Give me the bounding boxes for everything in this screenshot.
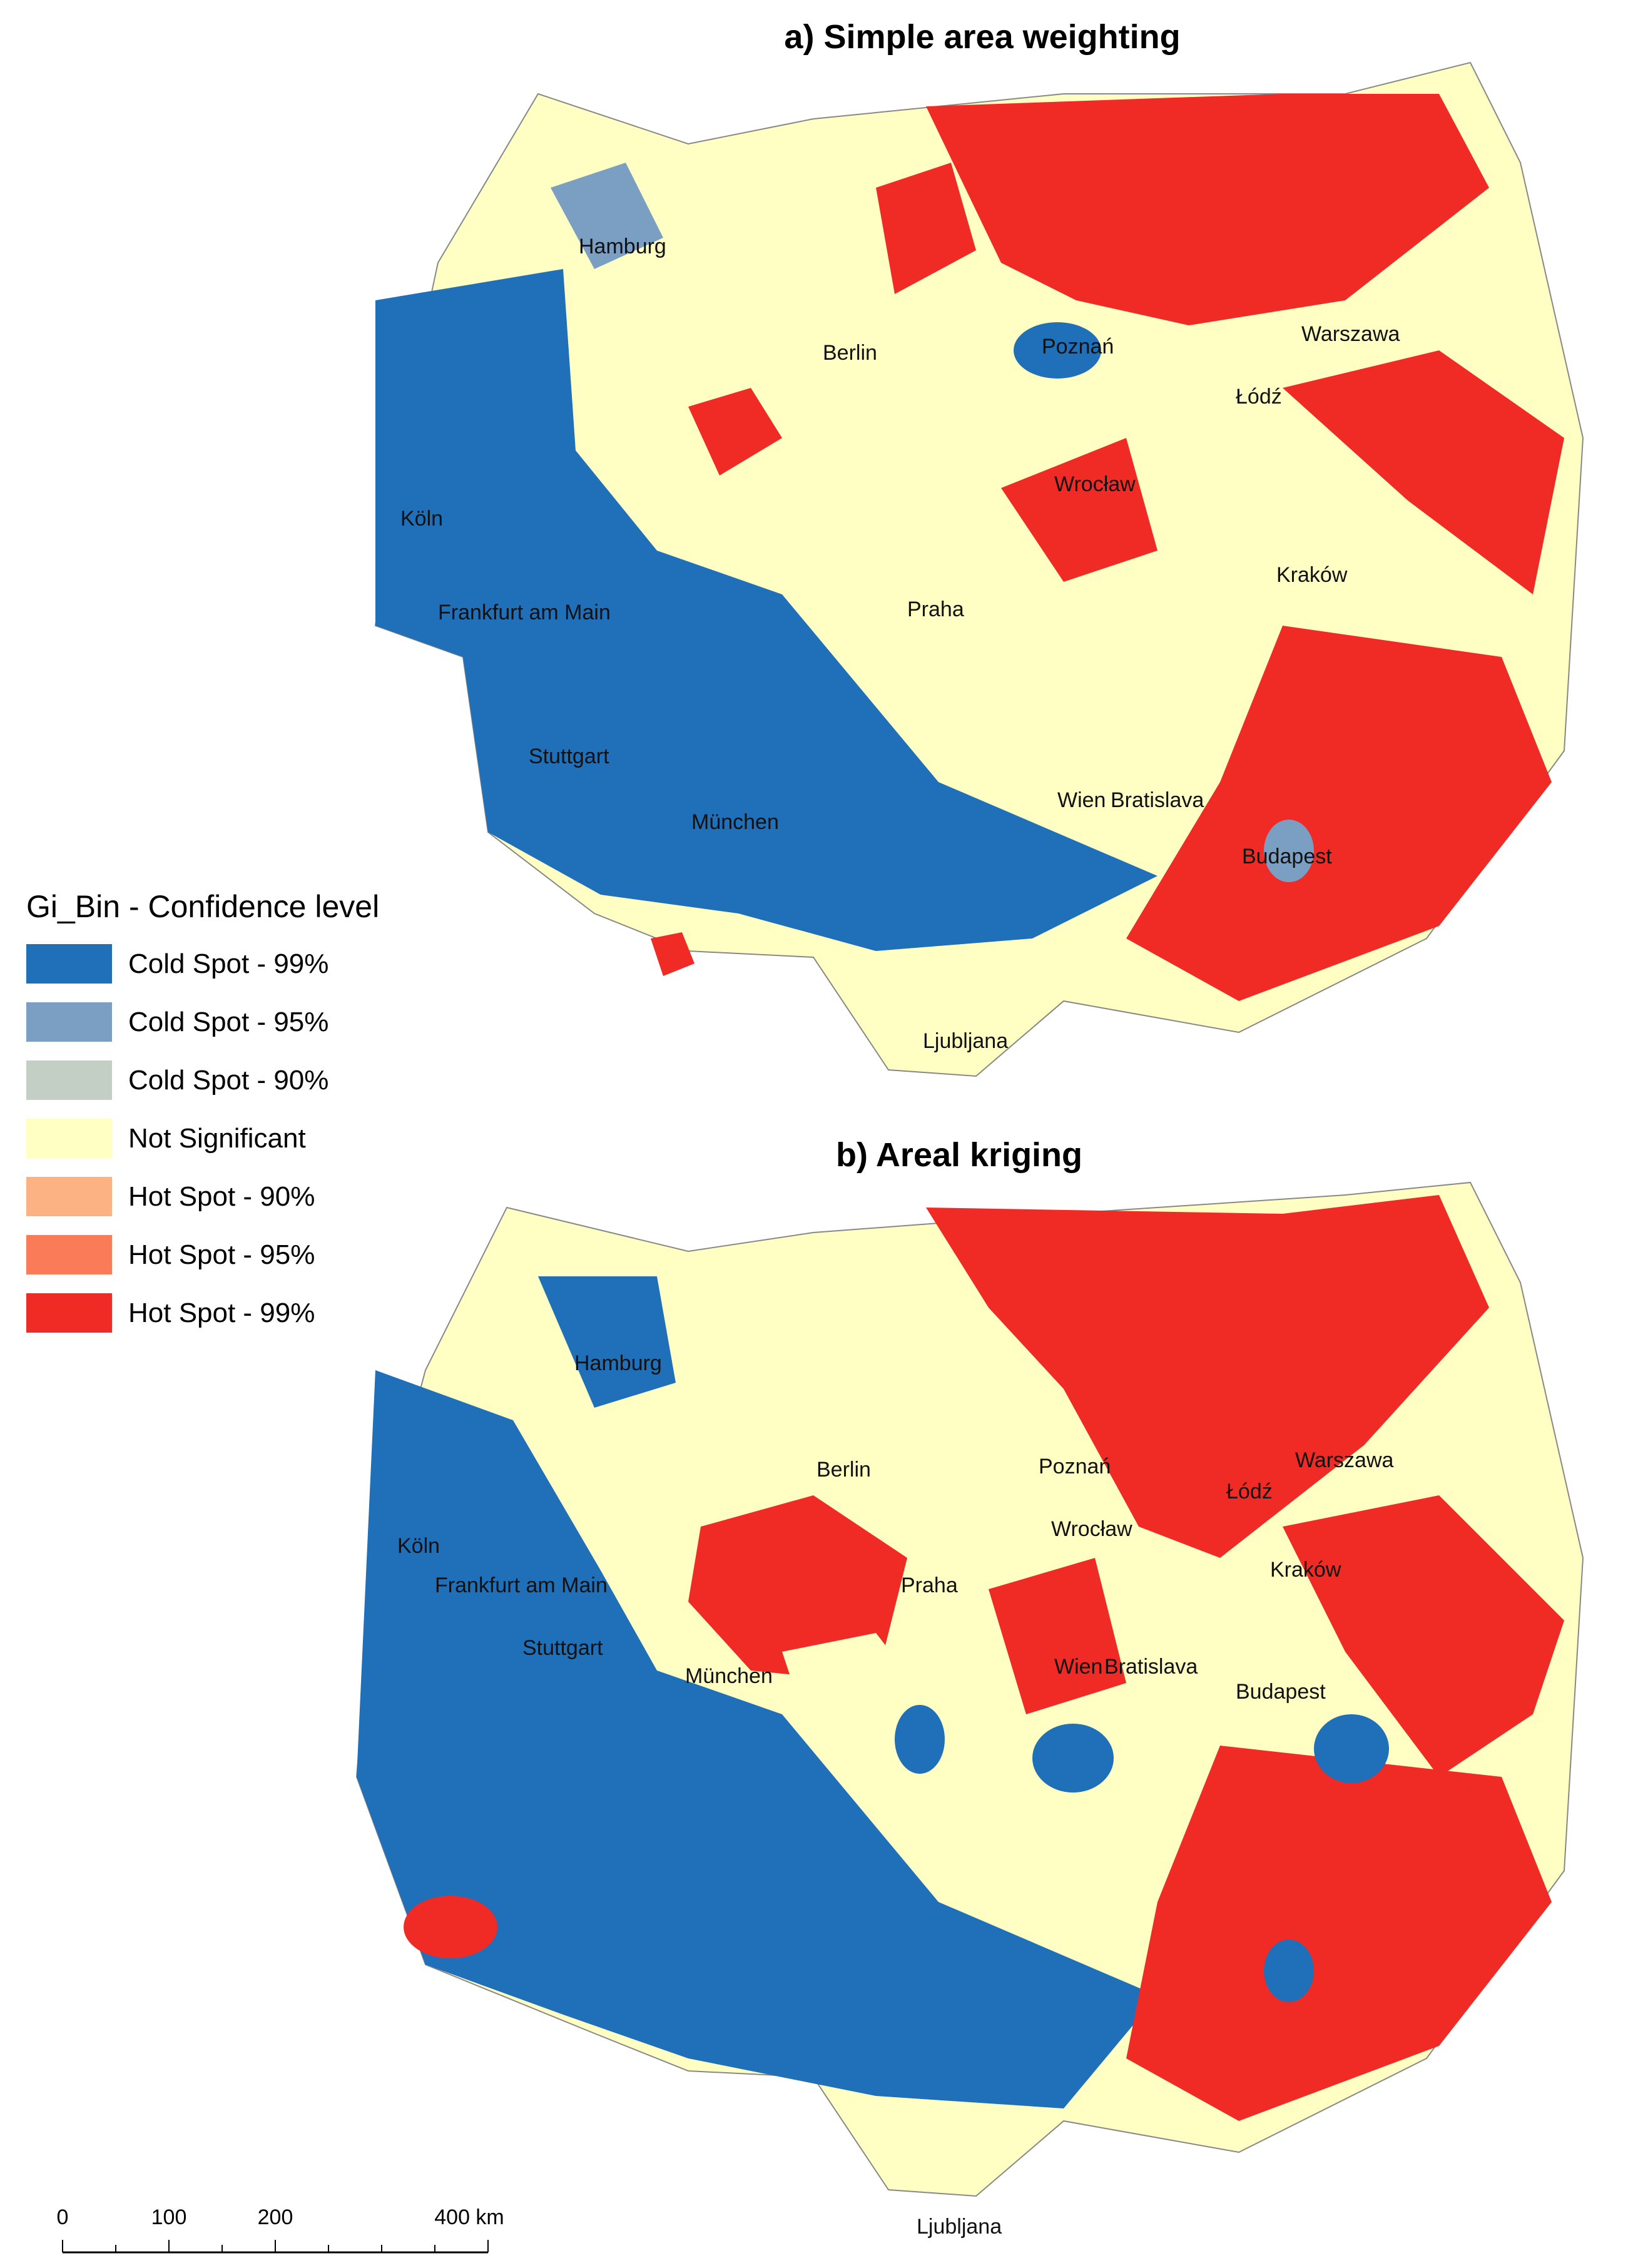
legend-item: Cold Spot - 99% bbox=[26, 935, 379, 993]
map-panel-b: Hamburg Berlin Poznań Warszawa Łódź Köln… bbox=[355, 1181, 1584, 2239]
legend-item: Hot Spot - 95% bbox=[26, 1226, 379, 1284]
map-b-label-warszawa: Warszawa bbox=[1295, 1448, 1394, 1472]
map-b-label-bratislava: Bratislava bbox=[1104, 1655, 1198, 1679]
legend-item: Not Significant bbox=[26, 1109, 379, 1167]
map-a-label-hamburg: Hamburg bbox=[579, 235, 666, 258]
map-a-label-bratislava: Bratislava bbox=[1111, 788, 1204, 812]
map-a-label-stuttgart: Stuttgart bbox=[529, 745, 609, 768]
legend-title: Gi_Bin - Confidence level bbox=[26, 889, 380, 924]
map-b-label-wien: Wien bbox=[1054, 1655, 1102, 1679]
map-b-base bbox=[355, 1181, 1584, 2197]
map-a-label-koln: Köln bbox=[400, 507, 443, 531]
map-a-label-wroclaw: Wrocław bbox=[1054, 472, 1136, 496]
map-b-label-krakow: Kraków bbox=[1270, 1558, 1341, 1582]
map-b-label-hamburg: Hamburg bbox=[574, 1351, 662, 1375]
map-b-label-munchen: München bbox=[685, 1664, 773, 1688]
map-a-label-ljubljana: Ljubljana bbox=[923, 1029, 1008, 1053]
map-b-label-wroclaw: Wrocław bbox=[1051, 1517, 1132, 1541]
map-b-city-labels: Hamburg Berlin Poznań Warszawa Łódź Köln… bbox=[397, 1351, 1394, 2239]
scale-ticks: 0 100 200 400 km bbox=[57, 2205, 504, 2254]
map-a-base bbox=[374, 61, 1584, 1077]
map-a-label-krakow: Kraków bbox=[1276, 563, 1348, 587]
legend-swatch bbox=[26, 944, 112, 984]
map-a-label-budapest: Budapest bbox=[1242, 845, 1332, 868]
map-panel-a: Hamburg Berlin Poznań Warszawa Łódź Köln… bbox=[374, 61, 1584, 1077]
legend-swatch bbox=[26, 1235, 112, 1274]
legend-label: Cold Spot - 90% bbox=[128, 1064, 329, 1096]
scale-label: 200 bbox=[258, 2205, 293, 2229]
legend-label: Hot Spot - 99% bbox=[128, 1297, 315, 1328]
map-b-label-berlin: Berlin bbox=[816, 1458, 871, 1482]
scale-label: 0 bbox=[57, 2205, 69, 2229]
legend-item: Cold Spot - 90% bbox=[26, 1051, 379, 1109]
map-a-label-warszawa: Warszawa bbox=[1301, 322, 1400, 346]
legend-swatch bbox=[26, 1060, 112, 1100]
scale-bar: 0 100 200 400 km bbox=[57, 2205, 504, 2254]
map-b-label-lodz: Łódź bbox=[1226, 1480, 1273, 1503]
legend-label: Cold Spot - 99% bbox=[128, 948, 329, 979]
legend-label: Hot Spot - 95% bbox=[128, 1239, 315, 1270]
panel-a-title: a) Simple area weighting bbox=[784, 18, 1181, 56]
map-a-label-munchen: München bbox=[691, 810, 779, 834]
scale-label: 400 km bbox=[434, 2205, 504, 2229]
panel-b-title: b) Areal kriging bbox=[835, 1136, 1083, 1174]
legend-item: Hot Spot - 90% bbox=[26, 1167, 379, 1226]
map-a-label-frankfurt: Frankfurt am Main bbox=[438, 601, 611, 624]
map-b-label-poznan: Poznań bbox=[1039, 1455, 1111, 1478]
map-a-label-berlin: Berlin bbox=[823, 341, 877, 365]
legend-item: Hot Spot - 99% bbox=[26, 1284, 379, 1342]
legend-swatch bbox=[26, 1177, 112, 1216]
map-b-label-frankfurt: Frankfurt am Main bbox=[435, 1574, 608, 1597]
map-a-label-poznan: Poznań bbox=[1042, 335, 1114, 359]
map-b-label-praha: Praha bbox=[901, 1574, 958, 1597]
legend-swatch bbox=[26, 1002, 112, 1042]
legend-item: Cold Spot - 95% bbox=[26, 993, 379, 1051]
scale-label: 100 bbox=[151, 2205, 187, 2229]
map-b-label-koln: Köln bbox=[397, 1534, 440, 1558]
map-a-label-lodz: Łódź bbox=[1236, 385, 1282, 409]
legend-swatch bbox=[26, 1119, 112, 1158]
legend-items: Cold Spot - 99% Cold Spot - 95% Cold Spot … bbox=[26, 935, 379, 1342]
map-b-label-budapest: Budapest bbox=[1236, 1680, 1326, 1704]
map-a-label-wien: Wien bbox=[1057, 788, 1106, 812]
legend-label: Hot Spot - 90% bbox=[128, 1181, 315, 1212]
map-a-city-labels: Hamburg Berlin Poznań Warszawa Łódź Köln… bbox=[400, 235, 1400, 1053]
legend-swatch bbox=[26, 1293, 112, 1333]
legend: Gi_Bin - Confidence level Cold Spot - 99… bbox=[26, 888, 379, 1342]
legend-label: Not Significant bbox=[128, 1122, 306, 1154]
map-b-label-ljubljana: Ljubljana bbox=[917, 2215, 1002, 2239]
map-b-label-stuttgart: Stuttgart bbox=[522, 1636, 603, 1660]
legend-label: Cold Spot - 95% bbox=[128, 1006, 329, 1037]
map-a-label-praha: Praha bbox=[907, 598, 964, 621]
